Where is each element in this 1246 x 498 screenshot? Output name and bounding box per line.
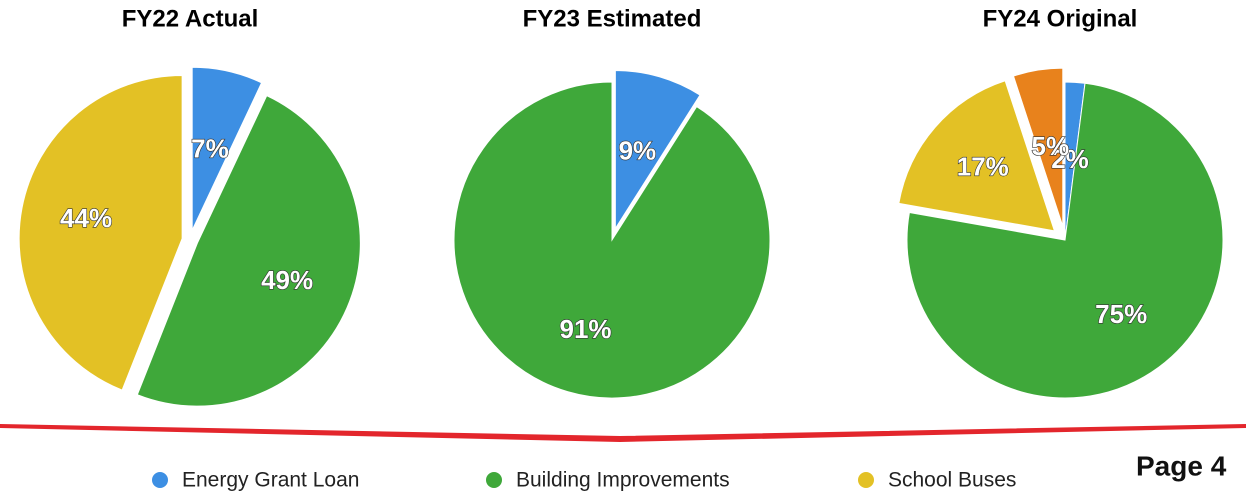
legend-label: School Buses bbox=[888, 469, 1016, 492]
legend-marker bbox=[858, 472, 874, 488]
page-label: Page 4 bbox=[1136, 450, 1227, 481]
pie-slice bbox=[898, 80, 1056, 232]
slice-label: 9% bbox=[619, 135, 657, 165]
pie-slice bbox=[136, 95, 361, 407]
legend-marker bbox=[152, 472, 168, 488]
slice-label: 17% bbox=[957, 152, 1009, 182]
chart-title: FY23 Estimated bbox=[523, 5, 702, 32]
divider bbox=[0, 424, 1246, 442]
slice-label: 75% bbox=[1095, 299, 1147, 329]
pie-slice bbox=[18, 75, 183, 391]
slice-label: 7% bbox=[191, 134, 229, 164]
pie-slice bbox=[1012, 67, 1064, 227]
pie-slice bbox=[453, 81, 771, 399]
slice-label: 2% bbox=[1051, 144, 1089, 174]
legend-label: Building Improvements bbox=[516, 469, 730, 492]
legend-marker bbox=[486, 472, 502, 488]
pie-slice bbox=[191, 66, 263, 231]
slice-label: 5% bbox=[1032, 131, 1070, 161]
slice-label: 44% bbox=[60, 203, 112, 233]
slice-label: 49% bbox=[261, 265, 313, 295]
chart-title: FY24 Original bbox=[983, 5, 1138, 32]
chart-title: FY22 Actual bbox=[122, 5, 259, 32]
pie-slice bbox=[614, 69, 701, 231]
pie-slice bbox=[906, 82, 1224, 399]
legend-label: Energy Grant Loan bbox=[182, 469, 359, 492]
slice-label: 91% bbox=[560, 314, 612, 344]
